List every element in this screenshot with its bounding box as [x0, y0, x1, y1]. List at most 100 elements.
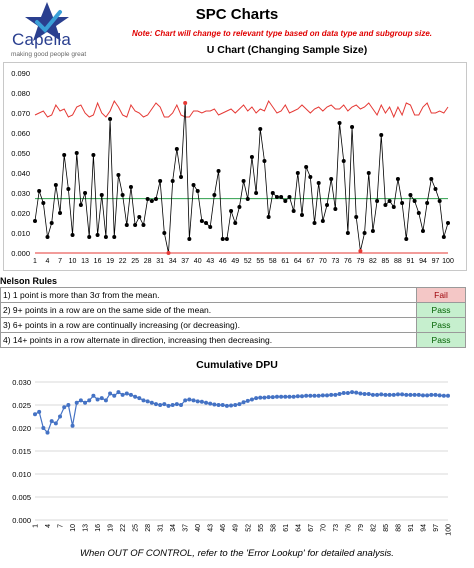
cumulative-point [41, 426, 46, 430]
x-tick-label: 70 [320, 524, 327, 532]
data-point [208, 225, 213, 229]
x-tick-label: 58 [269, 258, 277, 265]
data-point [420, 229, 425, 233]
data-point [391, 205, 396, 209]
data-point [425, 201, 430, 205]
data-point [329, 177, 334, 181]
data-point [362, 231, 367, 235]
data-point [99, 193, 104, 197]
x-tick-label: 22 [120, 524, 127, 532]
data-point [279, 195, 284, 199]
cumulative-point [162, 402, 167, 407]
cumulative-point [158, 403, 163, 407]
data-point [241, 179, 246, 183]
x-tick-label: 61 [283, 524, 290, 532]
x-tick-label: 4 [46, 258, 50, 265]
data-point [62, 153, 67, 157]
cumulative-point [170, 403, 175, 407]
data-point [400, 201, 405, 205]
x-tick-label: 46 [219, 258, 227, 265]
x-tick-label: 49 [231, 258, 239, 265]
cumulative-point [370, 392, 375, 397]
x-tick-label: 94 [420, 524, 427, 532]
data-series-line [34, 102, 449, 254]
cumulative-point [249, 397, 254, 402]
nelson-rules-table: 1) 1 point is more than 3σ from the mean… [0, 287, 466, 348]
cumulative-dpu-chart: 0.000 0.005 0.010 0.015 0.020 0.025 0.030 1 4 7 10… [0, 372, 474, 544]
chart-note: Note: Chart will change to relevant type… [131, 29, 433, 38]
x-tick-label: 88 [394, 258, 402, 265]
x-tick-label: 10 [70, 524, 77, 532]
data-point [112, 235, 117, 239]
cumulative-point [49, 419, 54, 424]
data-point [179, 175, 184, 179]
data-point [337, 121, 342, 125]
cumulative-point [133, 394, 138, 399]
cumulative-point [204, 400, 209, 405]
cumulative-point [366, 391, 371, 396]
data-point [370, 229, 375, 233]
cumulative-point [354, 390, 359, 395]
x-tick-label: 79 [358, 524, 365, 532]
x-tick-label: 82 [369, 258, 377, 265]
y-tick-label: 0.015 [12, 447, 31, 456]
nelson-rule-row: 4) 14+ points in a row alternate in dire… [0, 332, 466, 348]
nelson-rule-row: 1) 1 point is more than 3σ from the mean… [0, 287, 466, 303]
cumulative-point [116, 390, 121, 395]
x-tick-label: 7 [58, 258, 62, 265]
cumulative-point [241, 400, 246, 405]
x-tick-label: 43 [206, 258, 214, 265]
x-tick-label: 55 [258, 524, 265, 532]
x-tick-label: 67 [306, 258, 314, 265]
x-tick-label: 1 [33, 258, 37, 265]
cumulative-point [137, 396, 142, 401]
cumulative-point [420, 393, 425, 398]
x-tick-label: 79 [356, 258, 364, 265]
cumulative-point [425, 393, 430, 398]
x-tick-label: 13 [81, 258, 89, 265]
cumulative-line [34, 391, 448, 434]
cumulative-point [145, 399, 150, 404]
data-point [195, 189, 200, 193]
cumulative-point [70, 423, 75, 428]
cumulative-point [304, 393, 309, 398]
y-tick-label: 0.005 [12, 493, 31, 502]
x-tick-label: 52 [244, 258, 252, 265]
data-point [408, 193, 413, 197]
y-tick-label: 0.030 [11, 189, 30, 198]
data-point [270, 191, 275, 195]
x-tick-label: 88 [395, 524, 402, 532]
y-tick-label: 0.025 [12, 401, 31, 410]
x-tick-label: 37 [181, 258, 189, 265]
x-tick-label: 19 [106, 258, 114, 265]
data-point [49, 221, 54, 225]
cumulative-point [325, 393, 330, 398]
data-point [137, 215, 142, 219]
data-point [224, 237, 229, 241]
x-tick-label: 1 [33, 524, 40, 528]
y-tick-label: 0.000 [12, 516, 31, 525]
data-point [191, 183, 196, 187]
cumulative-point [391, 392, 396, 397]
data-point [220, 237, 225, 241]
cumulative-point [291, 394, 296, 399]
data-point [78, 203, 83, 207]
cumulative-point [74, 400, 79, 405]
data-point [120, 193, 125, 197]
cumulative-point [216, 403, 221, 407]
cumulative-point [112, 393, 117, 398]
cumulative-point [266, 395, 271, 400]
cumulative-point [350, 390, 355, 395]
cumulative-point [245, 398, 250, 403]
cumulative-point [208, 401, 213, 406]
page-title: SPC Charts [195, 6, 279, 23]
data-point [333, 207, 338, 211]
data-point [212, 193, 217, 197]
cumulative-point [166, 403, 171, 408]
cumulative-point [437, 393, 442, 398]
cumulative-point [404, 392, 409, 397]
data-point [124, 223, 129, 227]
y-tick-label: 0.040 [11, 169, 30, 178]
x-tick-label: 73 [333, 524, 340, 532]
data-point [416, 211, 421, 215]
